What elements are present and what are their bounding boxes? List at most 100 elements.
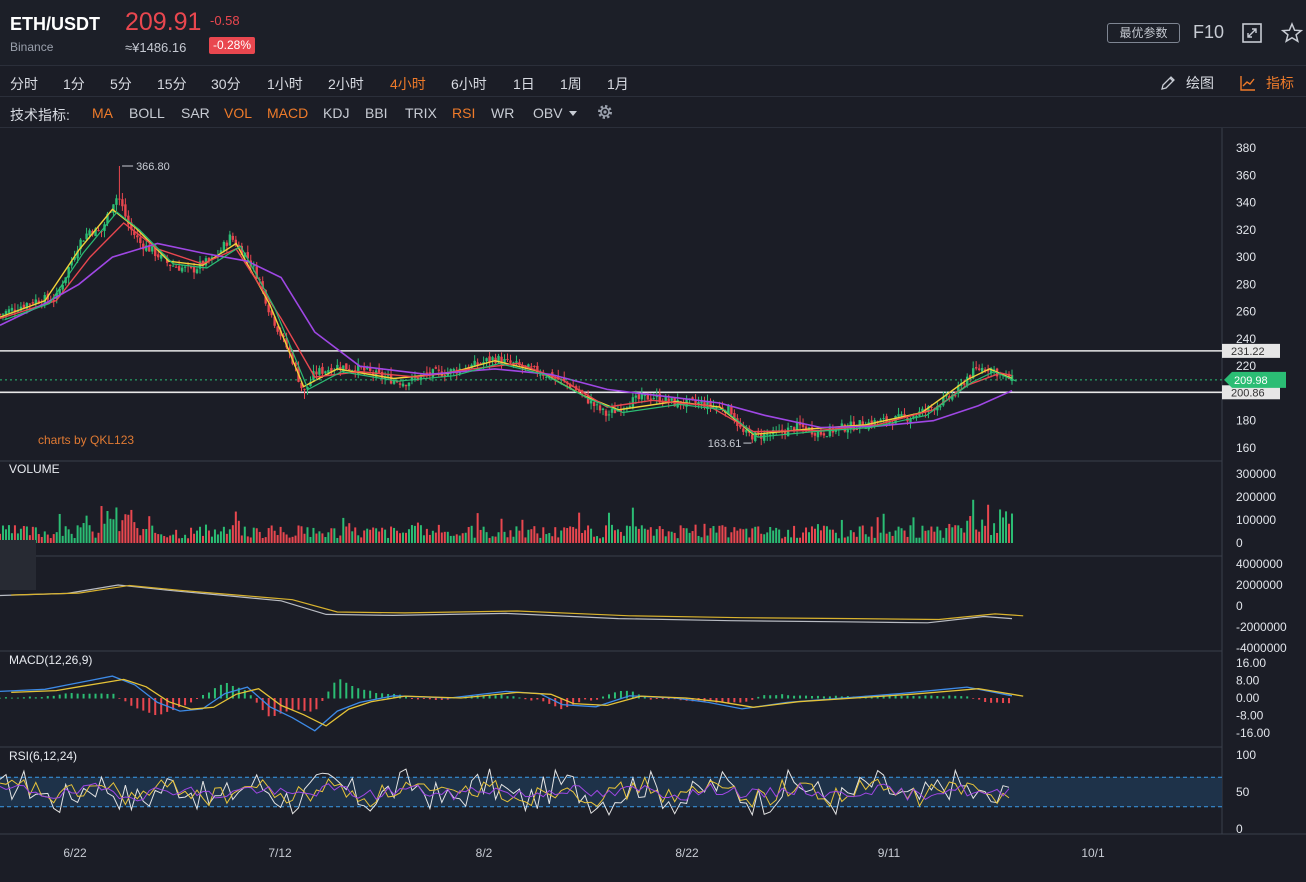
macd-histogram-bar <box>130 698 133 706</box>
kline-chart[interactable]: 380360340320300280260240220200180160231.… <box>0 128 1306 877</box>
candle-body <box>709 400 712 407</box>
candle-body <box>267 304 270 313</box>
tab-timeframe-5[interactable]: 1小时 <box>267 76 303 92</box>
macd-histogram-bar <box>285 698 288 712</box>
candle-body <box>195 269 199 274</box>
macd-histogram-bar <box>4 697 7 699</box>
star-icon[interactable] <box>1281 22 1303 44</box>
indicator-sar[interactable]: SAR <box>181 105 210 121</box>
caret-down-icon[interactable] <box>568 110 578 118</box>
candle-body <box>365 367 369 369</box>
tab-timeframe-0[interactable]: 分时 <box>10 76 38 92</box>
macd-tick-0: 16.00 <box>1236 656 1266 670</box>
macd-histogram-bar <box>942 696 945 699</box>
candle-body <box>7 309 11 313</box>
time-tick-2: 8/2 <box>476 846 493 860</box>
indicator-icon[interactable] <box>1240 75 1256 91</box>
indicator-wr[interactable]: WR <box>491 105 515 121</box>
candle-body <box>183 266 187 268</box>
candle-body <box>1 313 5 315</box>
candle-body <box>336 364 339 370</box>
indicator-button[interactable]: 指标 <box>1266 75 1294 91</box>
volume-bar <box>366 528 369 543</box>
volume-bar <box>413 525 416 543</box>
volume-bar <box>309 536 312 543</box>
candle-body <box>294 362 297 367</box>
macd-histogram-bar <box>28 696 31 699</box>
candle-body <box>410 376 414 381</box>
macd-histogram-bar <box>321 698 324 701</box>
volume-bar <box>449 535 452 543</box>
candle-body <box>160 254 163 259</box>
macd-histogram-bar <box>990 698 993 703</box>
candle-body <box>363 366 366 371</box>
macd-histogram-bar <box>327 691 330 699</box>
candle-body <box>957 385 960 394</box>
volume-bar <box>10 533 13 543</box>
indicator-kdj[interactable]: KDJ <box>323 105 350 121</box>
volume-bar <box>816 524 819 543</box>
indicator-obv[interactable]: OBV <box>533 105 563 121</box>
tab-timeframe-4[interactable]: 30分 <box>211 76 241 92</box>
candle-body <box>321 366 324 374</box>
gear-icon[interactable] <box>596 103 614 121</box>
candle-body <box>986 369 990 372</box>
tab-timeframe-8[interactable]: 6小时 <box>451 76 487 92</box>
volume-bar <box>972 499 975 543</box>
tab-timeframe-6[interactable]: 2小时 <box>328 76 364 92</box>
volume-bar <box>831 529 834 543</box>
volume-bar <box>1008 523 1011 543</box>
volume-bar <box>396 530 399 543</box>
candle-body <box>989 368 993 374</box>
f10-button[interactable]: F10 <box>1193 22 1225 42</box>
volume-bar <box>446 531 449 543</box>
tab-timeframe-1[interactable]: 1分 <box>63 76 85 92</box>
candle-body <box>276 326 279 332</box>
indicator-rsi[interactable]: RSI <box>452 105 476 121</box>
indicator-bbi[interactable]: BBI <box>365 105 388 121</box>
volume-bar <box>652 535 655 543</box>
candle-body <box>739 424 742 428</box>
volume-bar <box>670 531 673 543</box>
candle-body <box>443 375 447 377</box>
macd-tick-3: -8.00 <box>1236 709 1264 723</box>
indicator-boll[interactable]: BOLL <box>129 105 165 121</box>
volume-bar <box>482 526 485 543</box>
indicator-trix[interactable]: TRIX <box>405 105 437 121</box>
chart-area[interactable]: 380360340320300280260240220200180160231.… <box>0 128 1306 877</box>
tab-timeframe-2[interactable]: 5分 <box>110 76 132 92</box>
macd-histogram-bar <box>172 698 175 711</box>
candle-body <box>885 416 888 423</box>
volume-bar <box>491 536 494 543</box>
volume-bar <box>790 537 793 543</box>
optimal-params-button[interactable]: 最优参数 <box>1107 23 1180 43</box>
candle-body <box>34 299 38 304</box>
timeframe-bar: 分时 1分 5分 15分 30分 1小时 2小时 4小时 6小时 1日 1周 1月 绘图 指标 <box>0 67 1306 97</box>
tab-timeframe-10[interactable]: 1周 <box>560 76 582 92</box>
macd-histogram-bar <box>207 692 210 699</box>
tab-timeframe-7[interactable]: 4小时 <box>390 76 426 92</box>
volume-bar <box>533 526 536 543</box>
volume-bar <box>813 528 816 543</box>
macd-histogram-bar <box>566 698 569 708</box>
indicator-ma[interactable]: MA <box>92 105 113 121</box>
candle-body <box>4 311 8 315</box>
draw-button[interactable]: 绘图 <box>1186 75 1214 91</box>
tab-timeframe-3[interactable]: 15分 <box>157 76 187 92</box>
tab-timeframe-11[interactable]: 1月 <box>607 76 629 92</box>
volume-bar <box>909 525 912 543</box>
volume-bar <box>37 534 40 543</box>
volume-bar <box>978 531 981 543</box>
volume-bar <box>900 528 903 543</box>
volume-label: VOLUME <box>9 462 60 476</box>
indicator-vol[interactable]: VOL <box>224 105 253 121</box>
tab-timeframe-9[interactable]: 1日 <box>513 76 535 92</box>
candle-body <box>646 393 649 400</box>
volume-bar <box>297 525 300 543</box>
macd-histogram-bar <box>709 698 712 702</box>
candle-body <box>389 374 393 384</box>
indicator-macd[interactable]: MACD <box>267 105 309 121</box>
candle-body <box>691 397 694 400</box>
pencil-icon[interactable] <box>1160 75 1176 91</box>
fullscreen-icon[interactable] <box>1241 22 1263 44</box>
